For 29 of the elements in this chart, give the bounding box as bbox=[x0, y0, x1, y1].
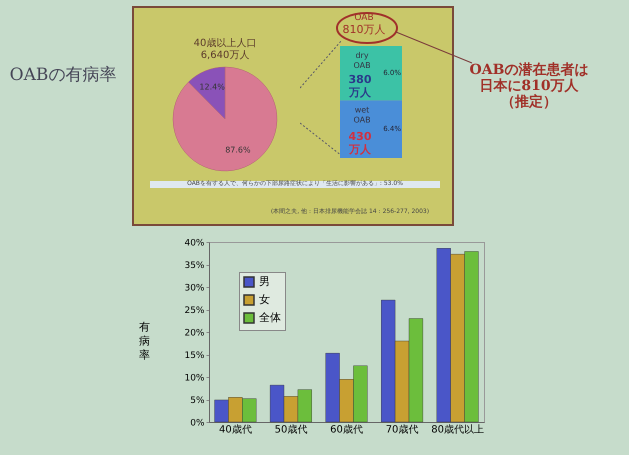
y-tick-label: 5% bbox=[190, 396, 205, 406]
series-label: wet OAB bbox=[353, 106, 371, 125]
y-tick-label: 25% bbox=[184, 306, 205, 316]
y-axis-title: 有病率 bbox=[138, 320, 150, 362]
y-tick-label: 35% bbox=[184, 261, 205, 271]
data-label: 12.4% bbox=[199, 82, 226, 92]
y-tick-label: 0% bbox=[190, 418, 205, 428]
chart-title: 40歳以上人口 6,640万人 bbox=[194, 37, 256, 61]
y-tick-label: 30% bbox=[184, 284, 205, 294]
x-tick-label: 40歳代 bbox=[219, 424, 252, 436]
legend-label: 男 bbox=[259, 275, 270, 288]
pie-slice bbox=[172, 66, 278, 172]
legend-label: 女 bbox=[259, 293, 270, 306]
y-tick-label: 40% bbox=[184, 238, 205, 248]
y-tick-label: 15% bbox=[184, 351, 205, 361]
text: 810万人 bbox=[342, 23, 386, 37]
x-tick-label: 60歳代 bbox=[330, 424, 363, 436]
x-tick-label: 70歳代 bbox=[386, 424, 418, 436]
data-label: 87.6% bbox=[225, 145, 252, 154]
text: OABの有病率 bbox=[8, 65, 118, 86]
legend-label: 全体 bbox=[259, 311, 281, 324]
x-tick-label: 80歳代以上 bbox=[431, 424, 484, 436]
y-tick-label: 20% bbox=[184, 328, 205, 338]
y-tick-label: 10% bbox=[184, 374, 205, 384]
x-tick-label: 50歳代 bbox=[274, 424, 308, 436]
text: OABの潜在患者は日本に810万人（推定） bbox=[468, 62, 590, 110]
series-label: dry OAB bbox=[353, 50, 371, 70]
annotation: 430万人 bbox=[348, 130, 372, 156]
annotation: 380万人 bbox=[348, 73, 372, 100]
